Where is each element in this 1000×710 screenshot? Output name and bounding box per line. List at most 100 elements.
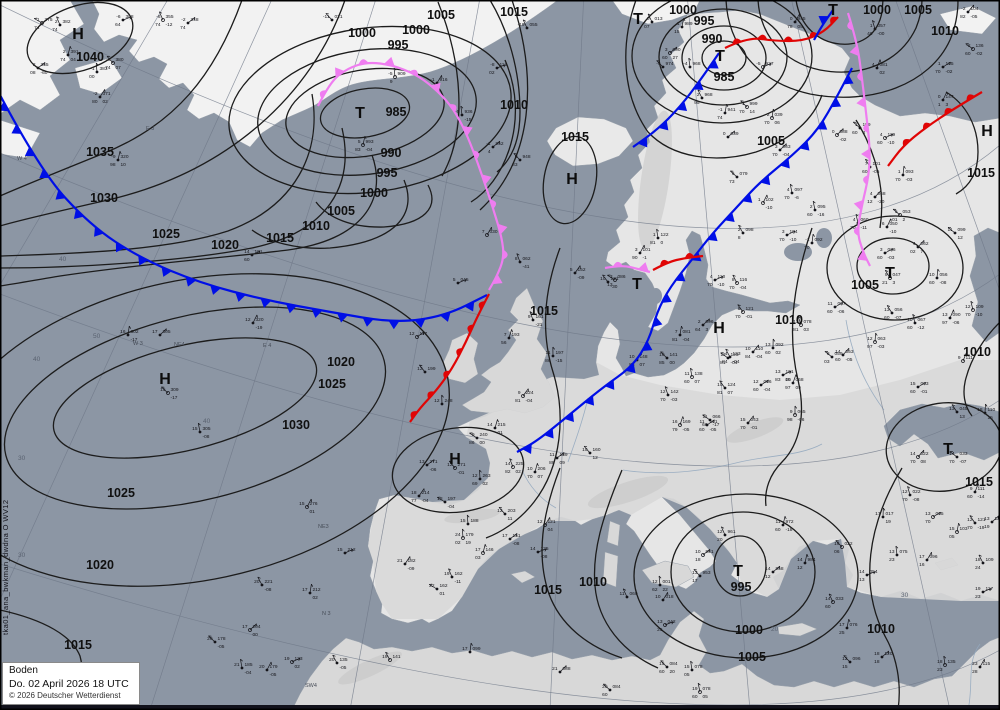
svg-text:-03: -03: [888, 255, 895, 261]
svg-text:13: 13: [859, 577, 865, 583]
station-plot: 15 084 60 20: [659, 660, 678, 675]
svg-text:07: 07: [728, 390, 734, 396]
svg-text:109: 109: [976, 304, 984, 310]
svg-text:97: 97: [785, 385, 791, 391]
svg-text:221: 221: [265, 579, 273, 585]
svg-text:6: 6: [882, 221, 885, 227]
svg-text:-06: -06: [953, 320, 960, 326]
station-plot: 17 146 03: [475, 544, 494, 561]
pressure-centers-layer: H T T T T H H H H H T T T T: [72, 2, 993, 580]
station-plot: 1 102 -10: [758, 194, 774, 211]
svg-text:NE4: NE4: [174, 342, 185, 348]
svg-text:13: 13: [419, 459, 425, 465]
svg-text:053: 053: [903, 209, 911, 215]
station-plot: 4 119 60 -10: [877, 132, 895, 146]
svg-text:043: 043: [751, 417, 759, 423]
station-plot: 8 062 -41: [515, 253, 531, 270]
station-plot: 7 081 81 -04: [672, 325, 691, 343]
station-plot: 15 276 01: [299, 498, 318, 515]
station-plot: 13 056 60 -07: [884, 305, 903, 321]
svg-text:-10: -10: [890, 229, 897, 235]
svg-text:10: 10: [929, 272, 935, 278]
svg-text:-6: -6: [795, 195, 800, 201]
svg-text:-05: -05: [683, 427, 690, 433]
svg-text:-2: -2: [961, 6, 966, 12]
svg-text:-04: -04: [783, 152, 790, 158]
station-plot: 12 001 62 22: [652, 575, 671, 593]
svg-text:1010: 1010: [963, 345, 991, 359]
svg-text:02: 02: [455, 540, 461, 546]
svg-text:03: 03: [824, 359, 830, 365]
svg-text:-05: -05: [340, 665, 347, 671]
svg-text:1015: 1015: [965, 475, 993, 489]
svg-text:19: 19: [975, 586, 981, 592]
svg-text:13: 13: [960, 414, 966, 420]
svg-text:7: 7: [675, 329, 678, 335]
station-plot: 14 033 60: [825, 593, 844, 610]
pressure-center-t: T: [828, 2, 838, 19]
svg-text:382: 382: [63, 19, 71, 25]
svg-text:162: 162: [440, 583, 448, 589]
svg-text:21: 21: [397, 558, 403, 564]
svg-text:135: 135: [340, 657, 348, 663]
svg-text:12: 12: [434, 398, 440, 404]
svg-text:05: 05: [684, 672, 690, 678]
svg-text:8: 8: [732, 277, 735, 283]
svg-text:15: 15: [160, 387, 166, 393]
station-plot: 19 162 -11: [444, 568, 463, 585]
svg-text:121: 121: [746, 306, 754, 312]
station-plot: 3 000 60 27: [662, 46, 681, 61]
svg-text:-6: -6: [116, 14, 121, 20]
svg-text:1015: 1015: [534, 583, 562, 597]
svg-text:15: 15: [299, 501, 305, 507]
svg-text:13: 13: [949, 406, 955, 412]
svg-text:178: 178: [218, 636, 226, 642]
chart-level-label: Boden: [9, 665, 38, 677]
svg-text:0: 0: [938, 94, 941, 100]
svg-text:-10: -10: [790, 237, 797, 243]
svg-text:-15: -15: [556, 358, 563, 364]
svg-text:179: 179: [270, 664, 278, 670]
station-plot: 14 033 70 -07: [949, 451, 968, 465]
svg-text:98: 98: [787, 417, 793, 423]
chart-copyright-label: © 2026 Deutscher Wetterdienst: [9, 691, 121, 700]
station-plot: 14 022 70 08: [910, 449, 929, 465]
svg-text:1000: 1000: [863, 3, 891, 17]
svg-text:039: 039: [775, 112, 783, 118]
svg-text:08: 08: [921, 459, 927, 465]
station-plot: 1116160-05: [699, 419, 718, 433]
occluded-front: [604, 261, 651, 274]
svg-text:80: 80: [92, 99, 98, 105]
svg-text:1030: 1030: [90, 191, 118, 205]
svg-text:-07: -07: [895, 315, 902, 321]
svg-text:17: 17: [475, 547, 481, 553]
svg-text:7: 7: [865, 161, 868, 167]
svg-text:1010: 1010: [931, 24, 959, 38]
station-plot: 18 135 23: [937, 655, 956, 673]
svg-text:81: 81: [793, 327, 799, 333]
svg-text:14: 14: [530, 546, 536, 552]
svg-text:73: 73: [729, 179, 735, 185]
svg-text:092: 092: [776, 342, 784, 348]
station-plot: 1304225: [657, 619, 676, 633]
svg-text:111: 111: [966, 355, 974, 361]
svg-text:036: 036: [888, 247, 896, 253]
station-plot: 19 141: [382, 651, 401, 662]
svg-text:05: 05: [949, 534, 955, 540]
svg-text:-2: -2: [93, 91, 98, 97]
svg-text:20: 20: [717, 537, 723, 543]
svg-text:07: 07: [695, 379, 701, 385]
svg-text:985: 985: [714, 70, 735, 84]
svg-text:10: 10: [655, 594, 661, 600]
station-plot: 1 093 70 -03: [895, 165, 914, 183]
svg-text:60: 60: [753, 387, 759, 393]
svg-text:240: 240: [480, 432, 488, 438]
station-plot: 11 972 60 -18: [775, 516, 794, 533]
svg-text:188: 188: [471, 518, 479, 524]
station-plot: 7 193 56: [501, 329, 520, 346]
station-plot: 12 022 70 -08: [902, 486, 921, 503]
